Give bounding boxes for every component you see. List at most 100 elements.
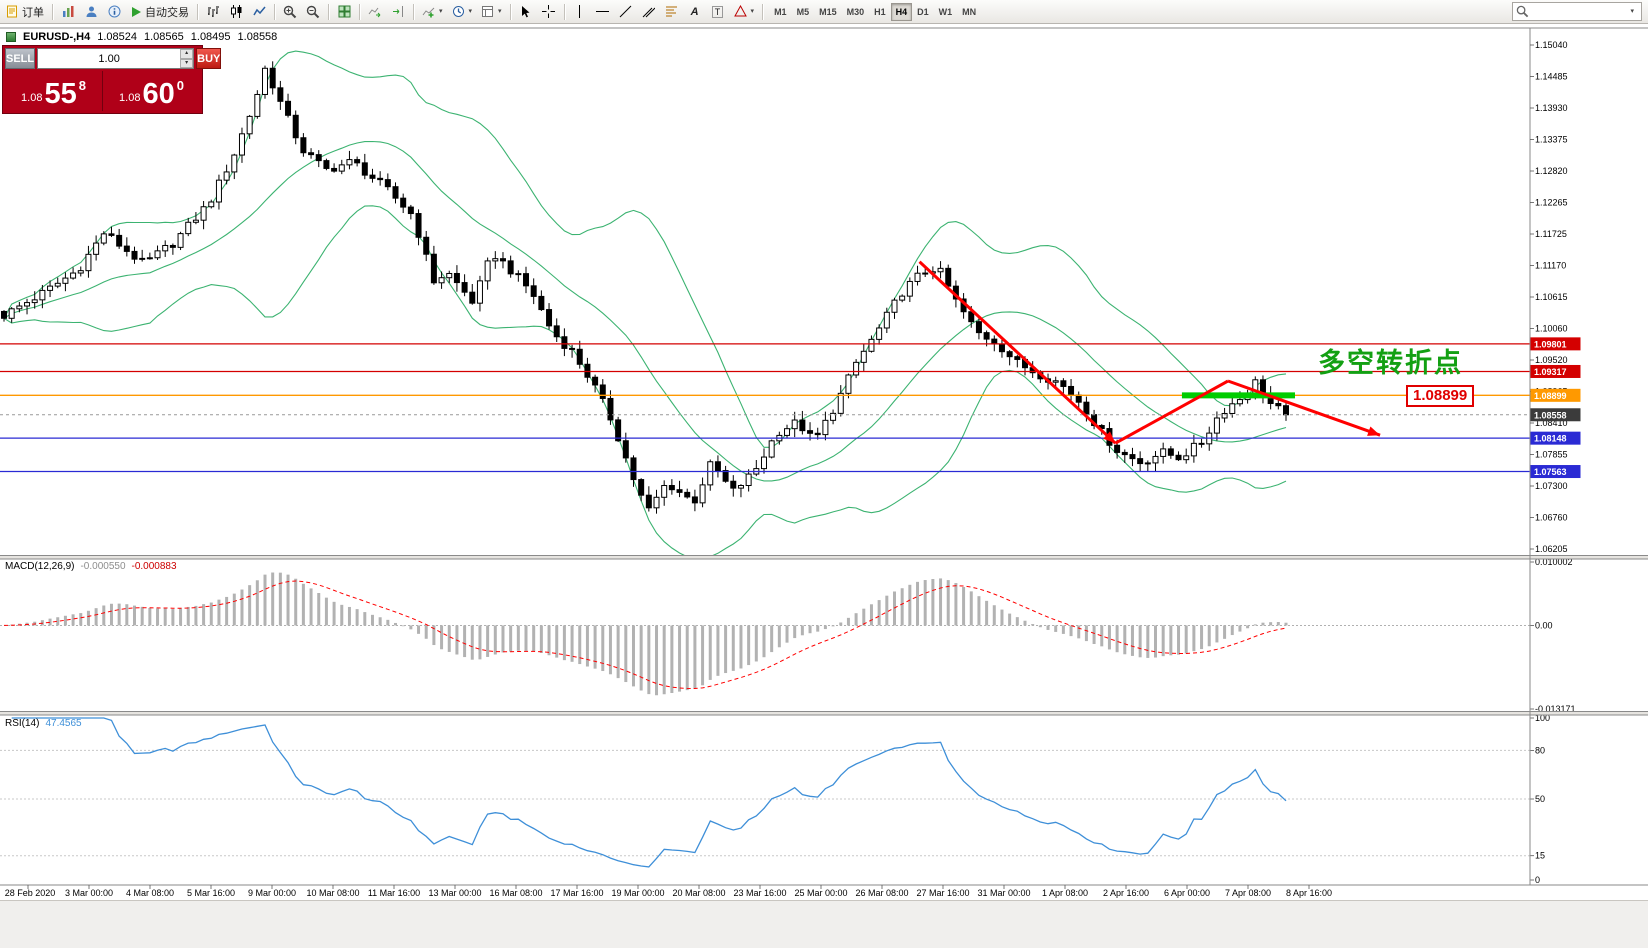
tile-windows-button[interactable] — [333, 2, 355, 22]
tile-windows-icon — [338, 5, 350, 18]
svg-text:6 Apr 00:00: 6 Apr 00:00 — [1164, 888, 1210, 898]
auto-trading-button[interactable]: 自动交易 — [126, 2, 193, 22]
svg-text:0.010002: 0.010002 — [1535, 557, 1573, 567]
toolbar-separator — [762, 3, 764, 20]
svg-text:23 Mar 16:00: 23 Mar 16:00 — [733, 888, 786, 898]
indicators-button[interactable]: ▾ — [418, 2, 447, 22]
timeframe-toolbar: M1 M5 M15 M30 H1 H4 D1 W1 MN — [769, 2, 981, 21]
toolbar-separator — [413, 3, 414, 20]
toolbar-separator — [52, 3, 53, 20]
trendline-icon — [619, 5, 632, 18]
channel-button[interactable] — [638, 2, 660, 22]
turning-point-annotation[interactable]: 多空转折点 — [1318, 348, 1463, 378]
bar-chart-button[interactable] — [202, 2, 224, 22]
toolbar-separator — [197, 3, 198, 20]
new-order-button[interactable]: 订单 — [2, 2, 48, 22]
buy-price-prefix: 1.08 — [119, 92, 141, 104]
svg-text:1.08148: 1.08148 — [1534, 434, 1567, 444]
level-price-label[interactable]: 1.08899 — [1406, 385, 1475, 407]
svg-text:1.08410: 1.08410 — [1535, 418, 1568, 428]
dropdown-caret-icon: ▾ — [498, 8, 502, 15]
text-button[interactable]: A — [684, 2, 706, 22]
arrows-icon — [733, 5, 747, 17]
toolbar-separator — [328, 3, 329, 20]
chart-shift-icon — [393, 6, 403, 17]
svg-text:1.09520: 1.09520 — [1535, 355, 1568, 365]
sell-price-big: 55 — [44, 78, 77, 110]
sell-price-prefix: 1.08 — [21, 92, 43, 104]
sell-price[interactable]: 1.08 55 8 — [5, 71, 102, 111]
timeframe-m15[interactable]: M15 — [814, 3, 842, 21]
fibonacci-button[interactable] — [661, 2, 683, 22]
svg-text:1 Apr 08:00: 1 Apr 08:00 — [1042, 888, 1088, 898]
timeframe-h4[interactable]: H4 — [890, 2, 913, 21]
chart-shift-button[interactable] — [387, 2, 409, 22]
market-watch-button[interactable] — [57, 2, 79, 22]
line-chart-button[interactable] — [248, 2, 270, 22]
svg-text:4 Mar 08:00: 4 Mar 08:00 — [126, 888, 174, 898]
timeframe-w1[interactable]: W1 — [934, 3, 958, 21]
toolbar-separator — [359, 3, 360, 20]
search-input[interactable] — [1531, 4, 1624, 19]
vertical-line-button[interactable] — [569, 2, 591, 22]
search-dropdown-button[interactable]: ▾ — [1625, 4, 1638, 19]
lot-increase-button[interactable]: ▴ — [180, 49, 194, 59]
buy-price[interactable]: 1.08 60 0 — [102, 71, 200, 111]
svg-text:1.13375: 1.13375 — [1535, 135, 1568, 145]
templates-icon — [482, 6, 494, 17]
timeframe-m1[interactable]: M1 — [769, 3, 792, 21]
arrows-button[interactable]: ▾ — [730, 2, 759, 22]
svg-text:15: 15 — [1535, 851, 1545, 861]
svg-text:1.10060: 1.10060 — [1535, 324, 1568, 334]
caret-up-icon: ▴ — [185, 50, 189, 57]
svg-text:2 Apr 16:00: 2 Apr 16:00 — [1103, 888, 1149, 898]
svg-text:3 Mar 00:00: 3 Mar 00:00 — [65, 888, 113, 898]
timeframe-m30[interactable]: M30 — [842, 3, 870, 21]
templates-button[interactable]: ▾ — [477, 2, 506, 22]
svg-text:1.09801: 1.09801 — [1534, 339, 1567, 349]
periodicity-button[interactable]: ▾ — [448, 2, 477, 22]
svg-text:10 Mar 08:00: 10 Mar 08:00 — [306, 888, 359, 898]
trendline-button[interactable] — [615, 2, 637, 22]
data-window-button[interactable] — [103, 2, 125, 22]
dropdown-caret-icon: ▾ — [750, 8, 755, 15]
horizontal-line-button[interactable] — [592, 2, 614, 22]
chart-window: 0.010002 0.00 -0.013171 100 80 50 15 0 1.15040 1.… — [0, 24, 1648, 948]
symbol-search: ▾ — [1512, 2, 1642, 21]
zoom-in-button[interactable] — [279, 2, 301, 22]
toolbar-separator — [274, 3, 275, 20]
buy-button[interactable]: BUY — [196, 48, 222, 69]
svg-text:5 Mar 16:00: 5 Mar 16:00 — [187, 888, 235, 898]
sell-button[interactable]: SELL — [5, 48, 36, 69]
cursor-button[interactable] — [515, 2, 537, 22]
lot-size-input[interactable] — [38, 49, 181, 68]
auto-scroll-button[interactable] — [364, 2, 386, 22]
channel-icon — [642, 7, 656, 18]
crosshair-icon — [542, 5, 556, 18]
svg-text:11 Mar 16:00: 11 Mar 16:00 — [368, 888, 420, 898]
zoom-out-button[interactable] — [302, 2, 324, 22]
svg-text:1.07563: 1.07563 — [1534, 467, 1567, 477]
svg-text:0.00: 0.00 — [1535, 620, 1553, 630]
lot-decrease-button[interactable]: ▾ — [180, 58, 194, 68]
crosshair-button[interactable] — [538, 2, 560, 22]
svg-text:1.08558: 1.08558 — [1534, 410, 1567, 420]
timeframe-m5[interactable]: M5 — [792, 3, 815, 21]
svg-text:1.10615: 1.10615 — [1535, 292, 1568, 302]
svg-text:50: 50 — [1535, 794, 1545, 804]
candlestick-chart-button[interactable] — [225, 2, 247, 22]
timeframe-mn[interactable]: MN — [957, 3, 981, 21]
svg-text:26 Mar 08:00: 26 Mar 08:00 — [855, 888, 908, 898]
timeframe-h1[interactable]: H1 — [869, 3, 891, 21]
text-label-button[interactable]: T — [707, 2, 729, 22]
search-icon — [1517, 5, 1529, 18]
svg-text:1.12265: 1.12265 — [1535, 198, 1568, 208]
timeframe-d1[interactable]: D1 — [912, 3, 934, 21]
svg-text:1.06205: 1.06205 — [1535, 544, 1568, 554]
rsi-value: 47.4565 — [45, 718, 82, 729]
auto-trading-label: 自动交易 — [145, 6, 189, 19]
price-chart[interactable]: 0.0100020.00-0.01317110080501501.150401.… — [0, 24, 1648, 900]
profile-button[interactable] — [80, 2, 102, 22]
autotrading-play-icon — [132, 6, 141, 17]
window-bottom-strip — [0, 900, 1648, 948]
